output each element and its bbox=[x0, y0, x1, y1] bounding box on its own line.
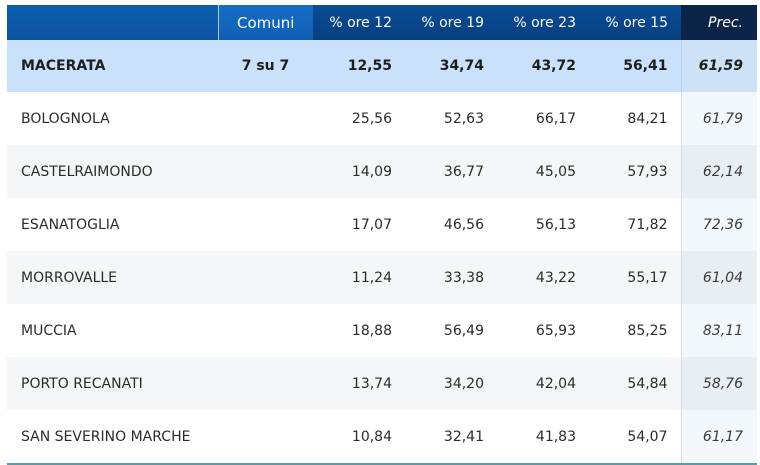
table-row: MUCCIA 18,88 56,49 65,93 85,25 83,11 bbox=[7, 304, 757, 357]
table-row: MORROVALLE 11,24 33,38 43,22 55,17 61,04 bbox=[7, 251, 757, 304]
value-ore-12: 11,24 bbox=[313, 251, 405, 304]
value-ore-12: 17,07 bbox=[313, 198, 405, 251]
comune-name: CASTELRAIMONDO bbox=[7, 145, 218, 198]
value-ore-19: 56,49 bbox=[405, 304, 497, 357]
comune-comuni-cell bbox=[218, 145, 313, 198]
header-ore-15: % ore 15 bbox=[589, 5, 681, 40]
total-ore-19: 34,74 bbox=[405, 40, 497, 92]
value-ore-15: 57,93 bbox=[589, 145, 681, 198]
table-row: ESANATOGLIA 17,07 46,56 56,13 71,82 72,3… bbox=[7, 198, 757, 251]
value-prec: 61,79 bbox=[680, 92, 757, 145]
total-row: MACERATA 7 su 7 12,55 34,74 43,72 56,41 … bbox=[7, 40, 757, 92]
value-ore-19: 32,41 bbox=[405, 410, 497, 465]
value-ore-23: 66,17 bbox=[497, 92, 589, 145]
value-ore-15: 84,21 bbox=[589, 92, 681, 145]
value-ore-12: 18,88 bbox=[313, 304, 405, 357]
value-prec: 72,36 bbox=[680, 198, 757, 251]
value-ore-12: 13,74 bbox=[313, 357, 405, 410]
value-prec: 58,76 bbox=[680, 357, 757, 410]
comune-comuni-cell bbox=[218, 92, 313, 145]
value-ore-23: 41,83 bbox=[497, 410, 589, 465]
value-ore-23: 42,04 bbox=[497, 357, 589, 410]
value-ore-19: 46,56 bbox=[405, 198, 497, 251]
comune-comuni-cell bbox=[218, 251, 313, 304]
turnout-table-container: Comuni % ore 12 % ore 19 % ore 23 % ore … bbox=[7, 5, 757, 465]
value-ore-23: 45,05 bbox=[497, 145, 589, 198]
comune-comuni-cell bbox=[218, 410, 313, 465]
value-ore-12: 25,56 bbox=[313, 92, 405, 145]
value-prec: 61,17 bbox=[680, 410, 757, 465]
total-ore-12: 12,55 bbox=[313, 40, 405, 92]
table-row: SAN SEVERINO MARCHE 10,84 32,41 41,83 54… bbox=[7, 410, 757, 465]
total-ore-23: 43,72 bbox=[497, 40, 589, 92]
value-prec: 62,14 bbox=[680, 145, 757, 198]
value-ore-19: 36,77 bbox=[405, 145, 497, 198]
comune-name: PORTO RECANATI bbox=[7, 357, 218, 410]
comune-name: MORROVALLE bbox=[7, 251, 218, 304]
table-row: PORTO RECANATI 13,74 34,20 42,04 54,84 5… bbox=[7, 357, 757, 410]
value-ore-12: 14,09 bbox=[313, 145, 405, 198]
value-ore-15: 54,84 bbox=[589, 357, 681, 410]
header-ore-19: % ore 19 bbox=[405, 5, 497, 40]
value-ore-15: 55,17 bbox=[589, 251, 681, 304]
value-ore-15: 71,82 bbox=[589, 198, 681, 251]
comune-comuni-cell bbox=[218, 198, 313, 251]
total-name: MACERATA bbox=[7, 40, 218, 92]
comune-name: SAN SEVERINO MARCHE bbox=[7, 410, 218, 465]
comune-name: BOLOGNOLA bbox=[7, 92, 218, 145]
table-row: BOLOGNOLA 25,56 52,63 66,17 84,21 61,79 bbox=[7, 92, 757, 145]
value-ore-23: 65,93 bbox=[497, 304, 589, 357]
value-ore-19: 34,20 bbox=[405, 357, 497, 410]
table-row: CASTELRAIMONDO 14,09 36,77 45,05 57,93 6… bbox=[7, 145, 757, 198]
comune-name: ESANATOGLIA bbox=[7, 198, 218, 251]
value-ore-15: 54,07 bbox=[589, 410, 681, 465]
value-ore-23: 56,13 bbox=[497, 198, 589, 251]
value-ore-19: 33,38 bbox=[405, 251, 497, 304]
header-ore-12: % ore 12 bbox=[313, 5, 405, 40]
total-comuni: 7 su 7 bbox=[218, 40, 313, 92]
header-ore-23: % ore 23 bbox=[497, 5, 589, 40]
total-prec: 61,59 bbox=[680, 40, 757, 92]
total-ore-15: 56,41 bbox=[589, 40, 681, 92]
value-prec: 83,11 bbox=[680, 304, 757, 357]
comune-name: MUCCIA bbox=[7, 304, 218, 357]
header-prec: Prec. bbox=[681, 5, 757, 40]
value-prec: 61,04 bbox=[680, 251, 757, 304]
value-ore-19: 52,63 bbox=[405, 92, 497, 145]
comune-comuni-cell bbox=[218, 357, 313, 410]
header-comuni: Comuni bbox=[218, 5, 313, 40]
table-header-row: Comuni % ore 12 % ore 19 % ore 23 % ore … bbox=[7, 5, 757, 40]
value-ore-12: 10,84 bbox=[313, 410, 405, 465]
comune-comuni-cell bbox=[218, 304, 313, 357]
turnout-table: Comuni % ore 12 % ore 19 % ore 23 % ore … bbox=[7, 5, 757, 465]
value-ore-23: 43,22 bbox=[497, 251, 589, 304]
header-name-cell bbox=[7, 5, 219, 40]
value-ore-15: 85,25 bbox=[589, 304, 681, 357]
